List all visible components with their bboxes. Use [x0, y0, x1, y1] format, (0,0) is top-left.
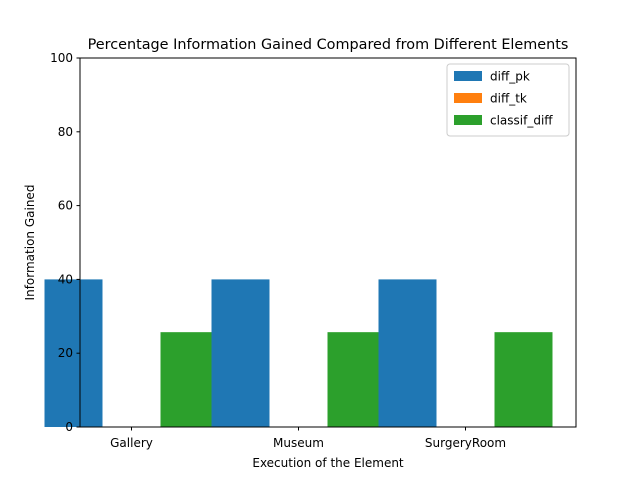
y-tick-label: 20: [58, 346, 73, 360]
bar-classif_diff-museum: [327, 332, 386, 427]
bar-diff_pk-surgeryroom: [378, 279, 437, 427]
bar-diff_pk-museum: [211, 279, 270, 427]
x-tick-label: Gallery: [110, 436, 153, 450]
bar-classif_diff-surgeryroom: [494, 332, 553, 427]
y-axis: 0 20 40 60 80 100: [50, 51, 80, 434]
y-axis-label: Information Gained: [23, 185, 37, 301]
legend-label-classif_diff: classif_diff: [490, 114, 553, 128]
x-tick-label: Museum: [273, 436, 324, 450]
y-tick-label: 100: [50, 51, 73, 65]
y-tick-label: 60: [58, 199, 73, 213]
legend-label-diff_pk: diff_pk: [490, 70, 530, 84]
y-tick-label: 80: [58, 125, 73, 139]
legend: diff_pk diff_tk classif_diff: [446, 63, 570, 137]
x-axis: Gallery Museum SurgeryRoom: [110, 427, 506, 450]
bar-diff_pk-gallery: [44, 279, 103, 427]
plot-frame: [79, 57, 577, 428]
legend-swatch-diff_pk: [454, 71, 482, 81]
legend-label-diff_tk: diff_tk: [490, 92, 527, 106]
legend-swatch-classif_diff: [454, 115, 482, 125]
chart-title: Percentage Information Gained Compared f…: [88, 37, 569, 53]
x-axis-label: Execution of the Element: [252, 456, 404, 470]
y-tick-label: 0: [65, 420, 73, 434]
legend-swatch-diff_tk: [454, 93, 482, 103]
bars-layer: [44, 279, 553, 427]
bar-classif_diff-gallery: [160, 332, 219, 427]
y-tick-label: 40: [58, 272, 73, 286]
x-tick-label: SurgeryRoom: [425, 436, 506, 450]
